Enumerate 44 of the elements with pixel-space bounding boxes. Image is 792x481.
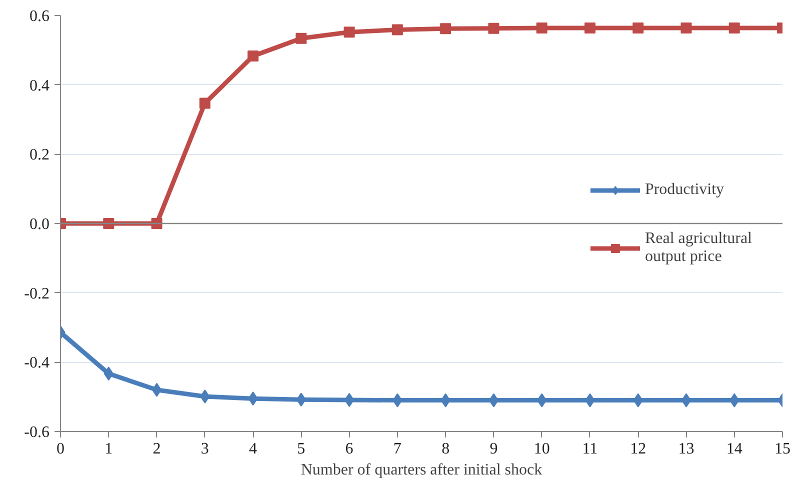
x-tick-label: 2 [152,440,161,458]
point [681,393,692,408]
x-tick-label: 12 [630,440,646,458]
x-tick-label: 1 [104,440,113,458]
y-tick-label: -0.4 [24,354,50,372]
point [632,22,644,34]
x-tick-label: 14 [726,440,742,458]
point [440,23,452,34]
point [680,22,692,34]
point [248,50,259,62]
y-tick-label: -0.2 [24,285,50,302]
point [199,98,210,109]
x-tick-label: 0 [56,440,64,458]
point [488,22,500,34]
point [296,32,307,44]
legend-label: Productivity [644,181,724,199]
point [536,22,548,34]
y-tick-label: 0.6 [30,8,50,25]
x-tick-label: 11 [582,440,598,458]
point [392,24,403,36]
x-tick-label: 6 [345,440,354,458]
point [344,26,355,38]
x-tick-label: 13 [678,440,694,458]
x-tick-label: 7 [393,440,402,458]
x-tick-label: 5 [297,440,306,458]
y-tick-label: 0.2 [30,146,50,164]
x-tick-label: 3 [200,440,209,458]
point [152,382,162,397]
legend-label: Real agricultural output price [644,230,752,266]
y-tick-label: -0.6 [24,424,50,441]
point [584,22,596,34]
x-tick-label: 8 [442,440,450,458]
point [344,392,354,407]
point [103,218,114,229]
x-tick-label: 9 [490,440,498,458]
x-axis-title: Number of quarters after initial shock [300,462,542,478]
y-tick-label: 0.0 [30,216,50,233]
point [151,218,162,229]
x-tick-label: 4 [249,440,258,458]
x-tick-label: 15 [774,440,790,458]
point [728,22,740,34]
y-tick-label: 0.4 [30,77,50,94]
x-tick-label: 10 [534,440,550,458]
point [488,393,499,408]
